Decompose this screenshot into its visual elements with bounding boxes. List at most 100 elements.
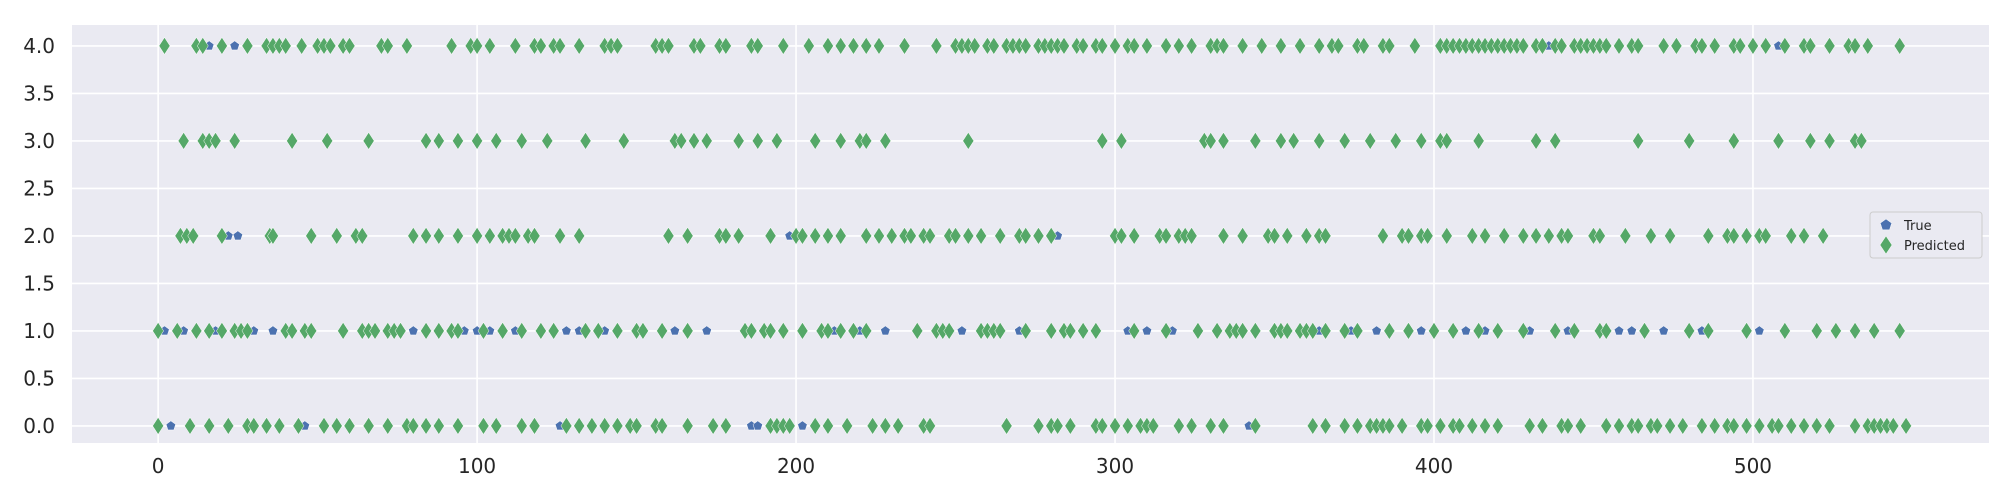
predicted-point [822,226,834,245]
predicted-point [1466,416,1479,435]
predicted-point [1313,36,1325,55]
predicted-point [515,131,528,150]
predicted-point [1447,321,1459,340]
predicted-point [905,226,917,245]
predicted-point [1045,321,1058,340]
predicted-point [1849,321,1861,340]
true-point [669,325,680,336]
predicted-point [1300,226,1313,245]
predicted-point [611,36,624,55]
predicted-point [1185,416,1198,435]
predicted-point [490,416,503,435]
predicted-point [1574,416,1587,435]
predicted-point [1530,131,1542,150]
predicted-point [1109,36,1121,55]
predicted-point [1823,416,1836,435]
predicted-point [471,131,483,150]
predicted-point [834,36,847,55]
predicted-point [177,131,190,150]
predicted-point [535,36,547,55]
predicted-point [528,226,541,245]
predicted-point [1600,416,1613,435]
predicted-point [1440,131,1453,150]
predicted-point [720,226,732,245]
predicted-point [1019,36,1032,55]
predicted-point [924,226,936,245]
predicted-point [1619,226,1632,245]
predicted-point [420,321,432,340]
predicted-point [1402,321,1415,340]
predicted-point [535,321,547,340]
true-point [232,230,243,241]
predicted-point [216,321,228,340]
predicted-point [732,131,745,150]
predicted-point [1440,226,1453,245]
predicted-point [203,321,215,340]
predicted-point [477,321,490,340]
predicted-point [1121,416,1134,435]
x-tick-label: 0 [152,454,165,478]
predicted-point [1600,36,1613,55]
predicted-point [184,416,196,435]
predicted-point [216,226,228,245]
predicted-point [949,226,962,245]
predicted-point [1613,36,1625,55]
true-point [1416,325,1427,336]
true-point [1626,325,1637,336]
predicted-point [656,321,668,340]
predicted-point [152,321,164,340]
predicted-point [834,321,847,340]
predicted-point [1613,416,1625,435]
predicted-point [324,36,337,55]
legend-item-true: True [1879,218,1932,234]
predicted-point [1051,416,1064,435]
predicted-point [771,131,783,150]
predicted-point [190,321,203,340]
predicted-point [1893,36,1906,55]
predicted-point [1032,416,1045,435]
predicted-point [1517,36,1530,55]
predicted-point [318,416,330,435]
predicted-point [573,36,585,55]
predicted-point [1064,321,1077,340]
true-point [408,325,419,336]
predicted-point [1740,416,1753,435]
predicted-point [1019,321,1032,340]
predicted-point [1096,416,1109,435]
predicted-point [1823,131,1836,150]
predicted-point [1664,226,1676,245]
predicted-point [1491,416,1504,435]
predicted-point [433,416,445,435]
predicted-point [1211,321,1223,340]
predicted-point [1058,36,1070,55]
predicted-point [681,321,694,340]
x-tick-label: 400 [1415,454,1453,478]
predicted-point [1823,36,1836,55]
true-point [701,325,712,336]
y-tick-label: 0.0 [23,414,55,438]
predicted-point [1472,321,1485,340]
predicted-point [1275,131,1287,150]
predicted-point [1562,226,1574,245]
legend-marker-predicted [1879,235,1893,255]
predicted-point [1319,321,1332,340]
predicted-point [720,36,732,55]
predicted-point [720,416,732,435]
predicted-point [337,321,349,340]
predicted-point [292,416,305,435]
predicted-point [1868,321,1880,340]
predicted-point [1287,131,1300,150]
predicted-point [1498,226,1510,245]
predicted-point [1466,226,1479,245]
predicted-point [1415,131,1428,150]
predicted-point [968,36,981,55]
predicted-point [1236,36,1249,55]
predicted-point [822,36,834,55]
predicted-point [407,416,420,435]
predicted-point [1173,36,1185,55]
predicted-point [248,416,260,435]
predicted-point [866,416,879,435]
predicted-point [1160,321,1172,340]
series-predicted [152,36,1912,435]
predicted-point [260,416,273,435]
